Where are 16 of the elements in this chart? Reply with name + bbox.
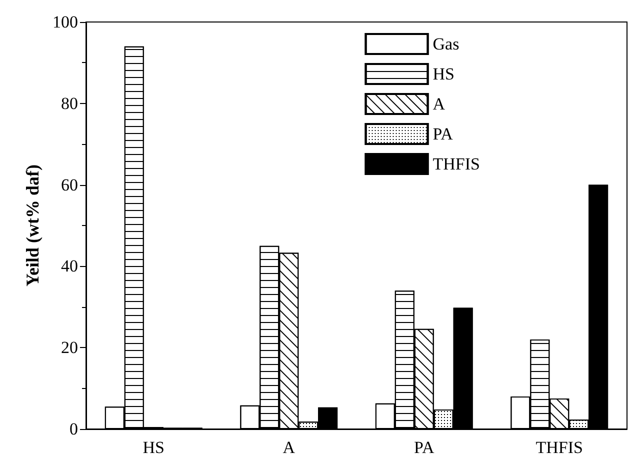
legend-label: HS <box>432 64 455 84</box>
x-tick-label: A <box>282 438 296 457</box>
y-tick-label: 100 <box>52 12 78 32</box>
legend-label: THFIS <box>432 154 480 174</box>
legend-label: PA <box>432 124 454 144</box>
y-axis-title: Yeild (wt% daf) <box>22 164 43 286</box>
y-tick-label: 20 <box>61 338 78 358</box>
y-tick-label: 80 <box>61 94 78 113</box>
x-tick-label: THFIS <box>536 438 583 457</box>
x-tick-label: HS <box>142 438 164 457</box>
y-tick-label: 0 <box>70 420 78 438</box>
legend-label: Gas <box>432 34 460 54</box>
x-tick-label: PA <box>414 438 435 457</box>
y-tick-label: 60 <box>61 175 78 194</box>
y-tick-label: 40 <box>61 256 78 276</box>
legend-label: A <box>432 94 446 114</box>
